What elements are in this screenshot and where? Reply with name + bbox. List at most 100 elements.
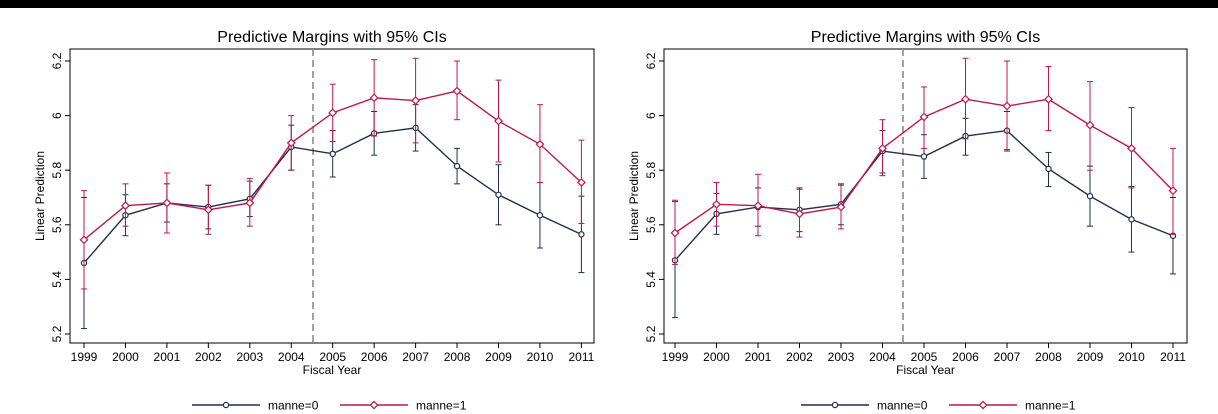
data-point [245, 198, 255, 208]
data-point [328, 108, 338, 118]
y-tick-label: 5.8 [644, 162, 658, 179]
plot-frame [663, 48, 1188, 344]
data-point [1045, 165, 1052, 173]
data-point [670, 228, 680, 238]
data-point [1085, 120, 1095, 130]
x-tick-label: 1999 [662, 350, 689, 364]
legend-marker [222, 401, 230, 409]
plot-frame [69, 48, 595, 344]
legend: manne=0 manne=1 [192, 399, 467, 413]
x-tick-label: 2003 [828, 350, 855, 364]
legend-item: manne=1 [949, 399, 1076, 413]
data-point [1086, 192, 1094, 200]
x-tick-label: 2009 [1077, 350, 1104, 364]
y-axis-label: Linear Prediction [627, 151, 641, 241]
x-tick-label: 1999 [71, 350, 98, 364]
legend-label: manne=0 [877, 399, 928, 413]
data-point [961, 94, 970, 104]
y-tick-label: 5.2 [50, 325, 64, 342]
data-point [121, 201, 130, 211]
chart-panel-1: Predictive Margins with 95% CIs Linear Pr… [33, 29, 595, 413]
data-point [1128, 216, 1135, 223]
x-tick-label: 2000 [703, 350, 730, 364]
data-point [494, 116, 503, 126]
data-point [411, 96, 421, 106]
x-tick-label: 2009 [485, 350, 512, 364]
series-manne-1 [79, 57, 586, 290]
data-point [495, 191, 502, 198]
x-tick-label: 2008 [1035, 350, 1062, 364]
y-tick-label: 5.4 [50, 271, 64, 288]
y-tick-label: 5.6 [50, 216, 64, 233]
x-tick-label: 2001 [745, 350, 772, 364]
legend: manne=0 manne=1 [801, 399, 1076, 413]
data-point [1002, 101, 1012, 111]
x-tick-label: 2006 [952, 350, 979, 364]
x-tick-label: 2002 [195, 350, 222, 364]
legend-item: manne=0 [192, 399, 319, 413]
x-tick-label: 2002 [786, 350, 813, 364]
data-point [452, 86, 462, 96]
x-tick-label: 2005 [319, 350, 346, 364]
x-tick-label: 2011 [1160, 350, 1186, 364]
legend-item: manne=1 [340, 399, 467, 413]
x-axis-label: Fiscal Year [896, 363, 955, 377]
data-point [1168, 186, 1178, 196]
legend-marker [369, 400, 379, 410]
data-point [795, 209, 804, 219]
y-tick-label: 6 [644, 112, 658, 119]
data-point [79, 235, 89, 245]
x-tick-label: 2010 [1118, 350, 1145, 364]
chart-panel-2: Predictive Margins with 95% CIs Linear Pr… [627, 29, 1188, 413]
y-axis-label: Linear Prediction [33, 151, 47, 241]
top-border-bar [0, 0, 1218, 8]
data-point [578, 231, 585, 238]
data-point [369, 93, 379, 103]
legend-marker [978, 400, 988, 410]
legend-label: manne=0 [268, 399, 319, 413]
data-point [1044, 94, 1053, 104]
x-tick-label: 2004 [869, 350, 896, 364]
y-tick-label: 5.2 [644, 325, 658, 342]
x-tick-label: 2001 [154, 350, 181, 364]
legend-marker [831, 401, 839, 409]
data-point [919, 112, 929, 122]
y-tick-label: 6 [50, 112, 64, 119]
x-tick-label: 2007 [402, 350, 429, 364]
chart-title: Predictive Margins with 95% CIs [217, 29, 446, 46]
data-point [329, 150, 336, 158]
x-axis-label: Fiscal Year [303, 363, 362, 377]
chart-title: Predictive Margins with 95% CIs [811, 29, 1040, 46]
data-point [753, 201, 763, 211]
data-point [203, 205, 213, 215]
x-tick-label: 2007 [994, 350, 1021, 364]
data-point [920, 153, 928, 160]
y-tick-label: 5.6 [644, 216, 658, 233]
x-tick-label: 2006 [361, 350, 388, 364]
data-point [1127, 143, 1136, 153]
data-point [878, 143, 887, 153]
data-point [286, 138, 296, 148]
x-tick-label: 2003 [236, 350, 263, 364]
legend-label: manne=1 [1025, 399, 1076, 413]
data-point [712, 199, 721, 209]
data-point [162, 198, 172, 208]
legend-label: manne=1 [416, 399, 467, 413]
data-point [535, 139, 545, 149]
y-tick-label: 5.4 [644, 271, 658, 288]
y-tick-label: 6.2 [644, 52, 658, 69]
y-tick-label: 6.2 [50, 52, 64, 69]
x-tick-label: 2000 [112, 350, 139, 364]
series-manne-1 [670, 57, 1178, 265]
x-tick-label: 2004 [278, 350, 305, 364]
data-point [576, 178, 586, 187]
data-point [453, 162, 461, 170]
data-point [836, 202, 846, 212]
x-tick-label: 2011 [568, 350, 594, 364]
x-tick-label: 2005 [911, 350, 938, 364]
data-point [536, 212, 544, 219]
x-tick-label: 2010 [527, 350, 554, 364]
legend-item: manne=0 [801, 399, 928, 413]
y-tick-label: 5.8 [50, 162, 64, 179]
